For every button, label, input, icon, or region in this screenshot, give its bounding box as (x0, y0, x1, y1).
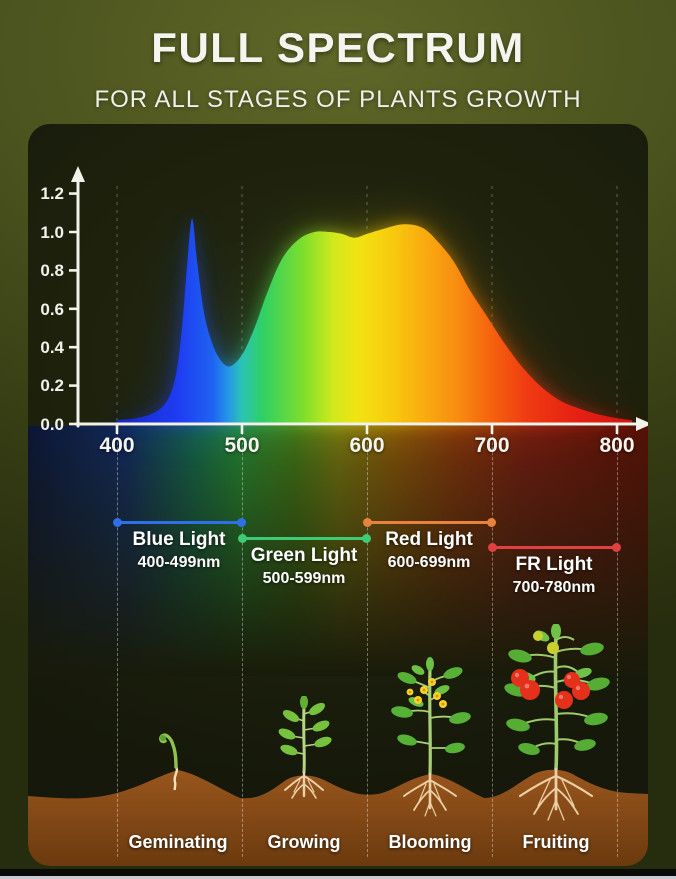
blooming-plant-illustration (391, 657, 471, 817)
band-range: 600-699nm (387, 554, 471, 571)
fr-light-label: FR Light 700-780nm (479, 554, 629, 597)
red-light-range-line (363, 518, 496, 527)
x-tick-marks (115, 424, 619, 434)
germinating-sprout-illustration (159, 733, 179, 790)
fr-light-range-line (488, 543, 621, 552)
stage-label-growing: Growing (267, 832, 341, 852)
growing-plant-illustration (278, 696, 332, 799)
red-light-label: Red Light 600-699nm (354, 529, 504, 572)
spectrum-curve (117, 218, 632, 424)
y-tick-label: 0.2 (40, 376, 64, 395)
header: FULL SPECTRUM FOR ALL STAGES OF PLANTS G… (0, 0, 676, 114)
y-axis-arrow (71, 166, 85, 182)
x-axis-arrow (636, 417, 648, 431)
page-title: FULL SPECTRUM (151, 24, 525, 71)
wavelength-guide-500 (242, 427, 243, 857)
unripe-tomatoes (533, 631, 559, 654)
bottom-black-strip (0, 869, 676, 876)
wavelength-guide-800 (617, 427, 618, 857)
wavelength-guide-400 (117, 427, 118, 857)
y-tick-label: 1.2 (40, 184, 64, 203)
spectrum-chart (69, 166, 648, 434)
stage-label-blooming: Blooming (388, 832, 472, 852)
x-tick-label: 700 (474, 434, 510, 457)
y-tick-label: 0.0 (40, 415, 64, 434)
band-name: FR Light (515, 554, 593, 575)
y-tick-label: 0.6 (40, 300, 64, 319)
x-tick-label: 400 (99, 434, 135, 457)
band-name: Red Light (385, 529, 473, 550)
y-tick-marks (69, 192, 78, 426)
x-tick-label: 600 (349, 434, 385, 457)
y-tick-label: 1.0 (40, 223, 64, 242)
green-light-range-line (238, 534, 371, 543)
soil-illustration (28, 769, 648, 866)
band-name: Blue Light (132, 529, 226, 550)
page-subtitle: FOR ALL STAGES OF PLANTS GROWTH (94, 86, 582, 113)
band-name: Green Light (250, 545, 358, 566)
x-tick-label: 500 (224, 434, 260, 457)
green-light-label: Green Light 500-599nm (229, 545, 379, 588)
x-tick-label: 800 (599, 434, 635, 457)
y-tick-label: 0.8 (40, 261, 64, 280)
stage-label-fruiting: Fruiting (522, 832, 590, 852)
stage-label-germinating: Geminating (128, 832, 228, 852)
wavelength-guide-700 (492, 427, 493, 857)
band-range: 400-499nm (137, 554, 221, 571)
ripe-tomatoes (511, 669, 590, 709)
spectrum-color-wash (28, 426, 648, 676)
spectrum-panel: 0.0 0.2 0.4 0.6 0.8 1.0 1.2 400 500 600 … (28, 124, 648, 866)
y-tick-label: 0.4 (40, 338, 64, 357)
band-range: 500-599nm (262, 570, 346, 587)
band-range: 700-780nm (512, 579, 596, 596)
blue-light-range-line (113, 518, 246, 527)
bottom-grey-strip (0, 876, 676, 879)
wavelength-guide-600 (367, 427, 368, 857)
fruiting-tomato-plant-illustration (504, 624, 610, 821)
blue-light-label: Blue Light 400-499nm (104, 529, 254, 572)
